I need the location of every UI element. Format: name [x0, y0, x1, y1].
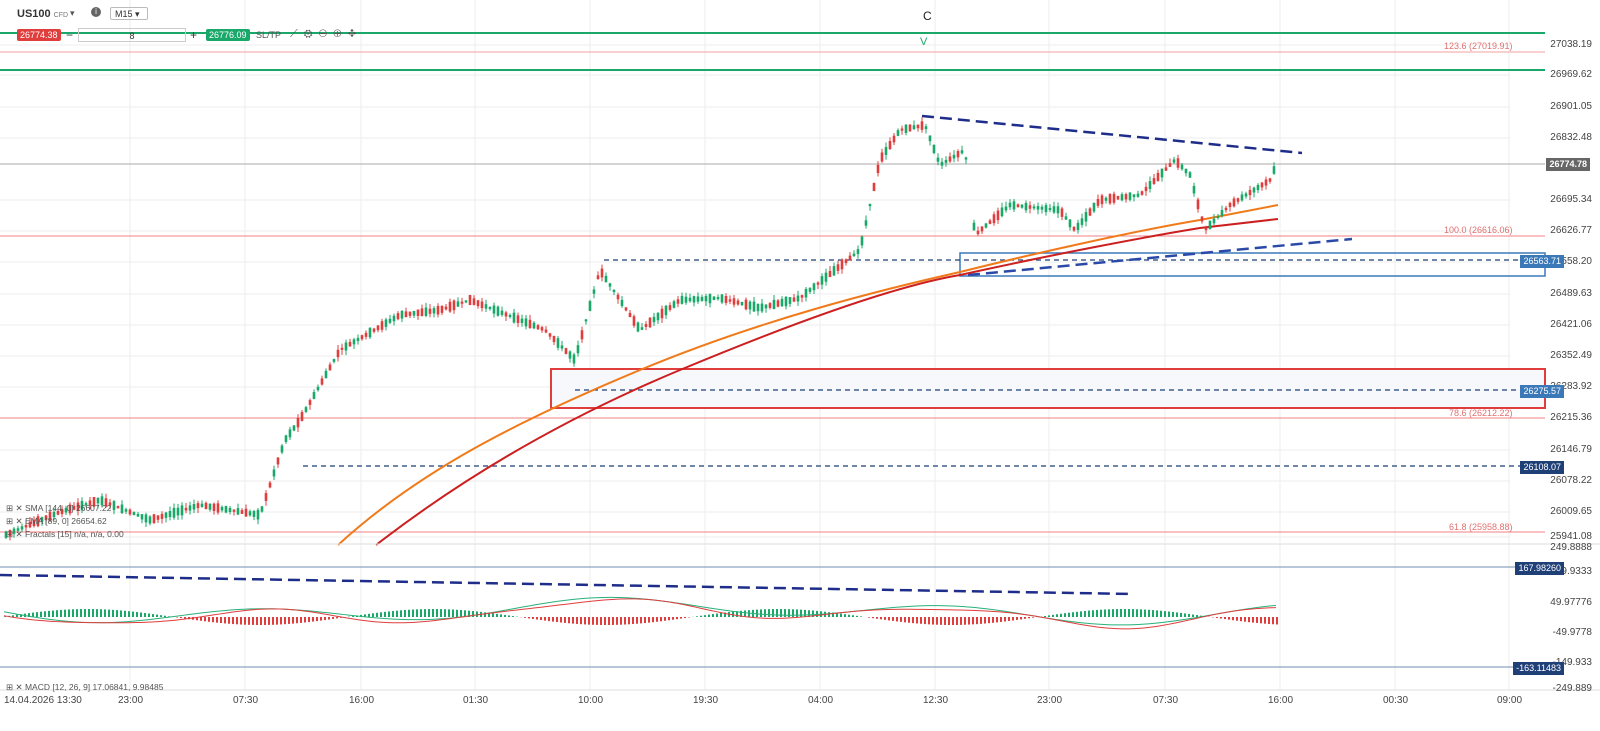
lower-trendline[interactable] [967, 237, 1353, 277]
indicator-icon[interactable]: ⟋ [290, 28, 304, 40]
legend-fractals[interactable]: ⊞ ✕ Fractals [15] n/a, n/a, 0.00 [6, 529, 124, 539]
current-price-tag: 26774.78 [1546, 158, 1590, 171]
price-axis-label: 26489.63 [1550, 288, 1592, 299]
price-axis-label: 25941.08 [1550, 531, 1592, 542]
time-axis-label: 14.04.2026 13:30 [4, 695, 82, 706]
time-axis-label: 01:30 [463, 695, 489, 706]
price-axis-label: 26695.34 [1550, 194, 1592, 205]
indicator-axis-label: 249.8888 [1550, 542, 1592, 553]
price-axis-label: 26421.06 [1550, 319, 1592, 330]
fib-61-label: 61.8 (25958.88) [1449, 522, 1513, 532]
move-icon[interactable]: ✥ [347, 28, 363, 40]
buy-price-button[interactable]: 26776.09 [206, 29, 250, 41]
time-axis-label: 07:30 [233, 695, 259, 706]
chart-marker-v: V [920, 36, 928, 48]
time-axis-label: 12:30 [923, 695, 949, 706]
time-axis-label: 10:00 [578, 695, 604, 706]
price-axis-label: 26352.49 [1550, 350, 1592, 361]
price-axis-label: 26283.92 [1550, 381, 1592, 392]
indicator-axis-label: 49.97776 [1550, 597, 1592, 608]
time-axis-label: 16:00 [1268, 695, 1294, 706]
chart-marker-c: C [923, 9, 932, 23]
level-tag-1: 26563.71 [1520, 255, 1564, 268]
sltp-button[interactable]: SL/TP [256, 30, 282, 40]
price-axis-label: 26146.79 [1550, 444, 1592, 455]
time-axis-label: 16:00 [349, 695, 375, 706]
upper-trendline[interactable] [921, 114, 1303, 155]
time-axis-label: 09:00 [1497, 695, 1523, 706]
legend-sma[interactable]: ⊞ ✕ SMA [144, 0] 26607.22 [6, 503, 112, 513]
candlesticks [4, 117, 1276, 541]
time-axis-label: 07:30 [1153, 695, 1179, 706]
price-axis-label: 26969.62 [1550, 69, 1592, 80]
indicator-axis-label: -49.9778 [1552, 627, 1592, 638]
price-axis-label: 26078.22 [1550, 475, 1592, 486]
symbol-label[interactable]: US100 CFD [17, 8, 69, 20]
indicator-axis-label: -149.933 [1552, 657, 1592, 668]
indicator-upper-tag: 167.98260 [1515, 562, 1564, 575]
red-zone-box[interactable] [550, 368, 1546, 409]
indicator-axis-label: 149.9333 [1550, 566, 1592, 577]
indicator-axis-label: -249.889 [1552, 683, 1592, 694]
settings-icon[interactable]: ⚙ [303, 28, 319, 40]
fib-78-label: 78.6 (26212.22) [1449, 408, 1513, 418]
trade-toolbar: US100 CFD ▾ i M15 ▾ 26774.38 − 8 + 26776.… [0, 0, 420, 60]
info-icon[interactable]: i [91, 7, 101, 17]
time-axis-label: 00:30 [1383, 695, 1409, 706]
level-tag-3: 26108.07 [1520, 461, 1564, 474]
time-axis-label: 23:00 [1037, 695, 1063, 706]
ema-line[interactable] [337, 204, 1279, 546]
time-axis-label: 04:00 [808, 695, 834, 706]
zoom-out-icon[interactable]: ⊖ [318, 28, 334, 40]
macd-indicator [3, 596, 1278, 630]
quantity-input[interactable]: 8 [78, 28, 186, 42]
price-axis-label: 27038.19 [1550, 39, 1592, 50]
price-axis-label: 26626.77 [1550, 225, 1592, 236]
fib-100-label: 100.0 (26616.06) [1444, 225, 1513, 235]
time-axis-label: 23:00 [118, 695, 144, 706]
zoom-in-icon[interactable]: ⊕ [333, 28, 348, 40]
sma-line[interactable] [375, 218, 1279, 546]
legend-ema[interactable]: ⊞ ✕ EMA [89, 0] 26654.62 [6, 516, 107, 526]
quantity-plus-button[interactable]: + [190, 28, 198, 42]
chart-tools: ⟋⚙⊖⊕✥ [290, 28, 362, 41]
quantity-minus-button[interactable]: − [66, 28, 74, 42]
price-axis-label: 26215.36 [1550, 412, 1592, 423]
price-axis-label: 26832.48 [1550, 132, 1592, 143]
timeframe-select[interactable]: M15 ▾ [110, 7, 148, 20]
symbol-dropdown-icon[interactable]: ▾ [70, 8, 75, 18]
legend-macd[interactable]: ⊞ ✕ MACD [12, 26, 9] 17.06841, 9.98485 [6, 682, 164, 692]
price-axis-label: 26558.20 [1550, 256, 1592, 267]
macd-trendline[interactable] [0, 573, 1134, 596]
level-tag-2: 26275.57 [1520, 385, 1564, 398]
time-axis-label: 19:30 [693, 695, 719, 706]
price-axis-label: 26901.05 [1550, 101, 1592, 112]
sell-price-button[interactable]: 26774.38 [17, 29, 61, 41]
price-axis-label: 26009.65 [1550, 506, 1592, 517]
indicator-lower-tag: -163.11483 [1513, 662, 1564, 675]
fib-123-label: 123.6 (27019.91) [1444, 41, 1513, 51]
